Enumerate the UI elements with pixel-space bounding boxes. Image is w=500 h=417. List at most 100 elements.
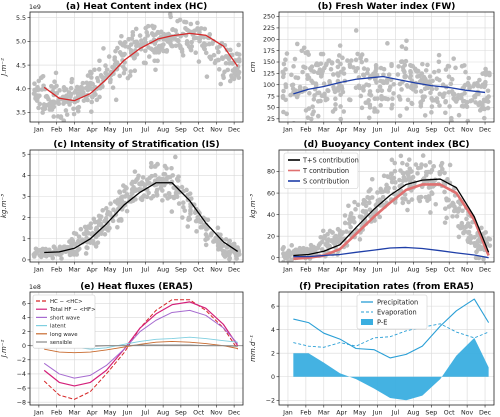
scatter-point [403,46,409,52]
y-tick-label: 40 [267,212,275,219]
scatter-point [88,239,94,244]
y-tick-label: 5.5 [16,15,26,22]
panel-d: Jan Feb Mar Apr May Jun Jul Aug Sep Oct Nov Dec 0 20 4… [249,140,495,274]
scatter-point [352,199,357,205]
scatter-point [34,247,40,253]
scatter-point [389,105,394,111]
scatter-point [425,62,430,68]
scatter-point [103,216,109,221]
series-line-precipitation [293,298,490,359]
scatter-point [437,170,443,175]
scatter-point [409,83,415,89]
scatter-point [286,254,292,259]
scatter-point [197,38,202,44]
scatter-point [309,64,315,70]
scatter-point [440,82,446,88]
y-tick-label: 150 [263,59,275,66]
scatter-point [119,33,124,39]
scatter-point [399,44,405,49]
scatter-point [88,221,94,227]
scatter-point [92,67,97,73]
scatter-point [466,75,472,81]
scatter-point [203,50,209,56]
scatter-point [342,213,348,218]
x-tick-label: Jan [282,127,293,134]
scatter-point [420,94,426,100]
scatter-point [333,102,338,107]
x-tick-label: Mar [68,410,80,417]
scatter-point [344,229,349,234]
scatter-point [393,180,398,185]
scatter-point [349,58,354,63]
legend-label: Total HF − <HF> [49,307,96,313]
y-axis-label: kg.m⁻³ [249,194,257,218]
y-tick-label: 100 [263,82,275,89]
scatter-point [127,195,132,200]
y-tick-label: 6 [271,303,275,310]
scatter-point [189,39,194,45]
series-line-long-wave [44,340,238,354]
scatter-point [366,115,372,121]
legend-label: HC − <HC> [50,299,83,305]
scatter-point [407,75,413,80]
scatter-point [36,93,41,99]
scatter-point [202,46,207,52]
scatter-point [346,221,352,226]
scatter-point [64,94,70,100]
y-tick-label: −8 [17,399,26,406]
panel-e: Jan Feb Mar Apr May Jun Jul Aug Sep Oct Nov Dec −8 −6… [0,282,244,417]
scatter-point [203,232,209,237]
scatter-point [44,253,49,259]
scatter-point [365,194,370,200]
scatter-point [311,97,317,102]
scatter-point [375,96,380,101]
scatter-point [460,208,465,214]
scatter-point [348,224,353,230]
scatter-point [73,241,78,247]
scatter-point [75,105,80,111]
scatter-point [223,54,229,59]
scatter-point [428,184,433,190]
scatter-point [195,20,200,26]
scatter-point [196,59,202,64]
scatter-point [366,200,372,206]
scatter-point [380,189,386,195]
scatter-point [176,201,182,206]
scatter-point [385,41,390,46]
scatter-point [148,46,154,52]
legend-label: T contribution [302,167,349,175]
scatter-point [94,226,100,231]
series-line-total-hf-hf- [43,301,239,387]
scatter-point [236,42,241,48]
scatter-point [306,106,312,111]
scatter-point [103,63,108,68]
scatter-point [381,173,387,179]
scatter-point [447,162,453,168]
scatter-point [185,224,191,229]
scatter-point [56,101,62,107]
legend-label: long wave [50,332,78,338]
x-tick-label: Apr [87,127,98,134]
scatter-point [153,164,158,169]
scatter-point [348,97,353,103]
scatter-point [153,46,159,51]
scatter-point [39,249,44,254]
scatter-point [467,85,472,91]
scatter-point [301,245,306,251]
scatter-point [169,209,175,214]
panel-c: Jan Feb Mar Apr May Jun Jul Aug Sep Oct Nov Dec 0 1 2 3… [0,140,244,274]
scatter-point [323,97,328,103]
scatter-point [427,79,433,84]
scatter-point [437,103,442,108]
scatter-point [465,221,471,226]
scatter-point [148,195,154,201]
scatter-point [108,201,113,206]
scatter-point [33,88,39,93]
scatter-point [346,203,351,209]
chart-title: (b) Fresh Water index (FW) [318,2,456,12]
scatter-point [128,69,133,74]
scatter-point [119,53,125,58]
scatter-point [280,74,286,80]
scatter-point [338,104,343,109]
scatter-point [400,160,405,166]
